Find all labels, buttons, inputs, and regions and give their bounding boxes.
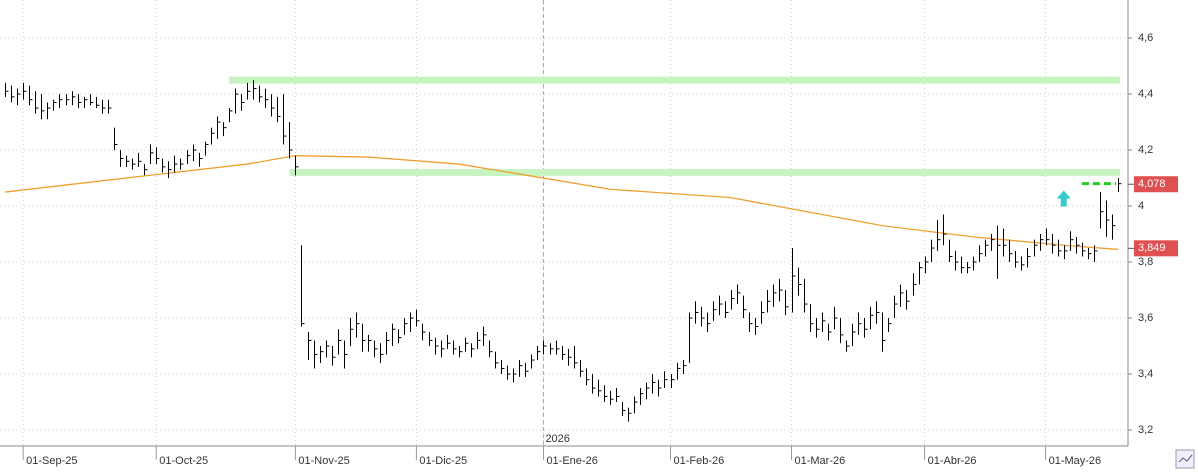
y-tick-label: 3,6 [1138, 312, 1153, 324]
x-tick-label: 01-Ene-26 [546, 455, 597, 467]
price-label-box [1134, 176, 1178, 193]
x-tick-label: 01-Feb-26 [674, 455, 725, 467]
x-tick-label: 01-Mar-26 [795, 455, 846, 467]
x-tick-label: 01-Abr-26 [928, 455, 977, 467]
price-label: 4,078 [1138, 178, 1166, 190]
y-tick-label: 4,6 [1138, 32, 1153, 44]
x-tick-label: 01-Sep-25 [26, 455, 77, 467]
corner-icon-glyph [1178, 454, 1193, 463]
x-tick-label: 01-Dic-25 [419, 455, 467, 467]
y-tick-label: 3,2 [1138, 424, 1153, 436]
y-tick-label: 3,8 [1138, 256, 1153, 268]
signal-arrow [1056, 190, 1071, 207]
price-label-box [1134, 240, 1178, 257]
x-tick-label: 01-May-26 [1049, 455, 1102, 467]
moving-average [4, 155, 1119, 251]
y-tick-label: 4,4 [1138, 88, 1153, 100]
y-tick-label: 3,4 [1138, 368, 1153, 380]
price-label: 3,849 [1138, 242, 1166, 254]
y-tick-label: 4,2 [1138, 144, 1153, 156]
y-tick-label: 4 [1138, 200, 1144, 212]
year-label: 2026 [545, 433, 569, 445]
x-tick-label: 01-Nov-25 [298, 455, 349, 467]
x-tick-label: 01-Oct-25 [159, 455, 208, 467]
